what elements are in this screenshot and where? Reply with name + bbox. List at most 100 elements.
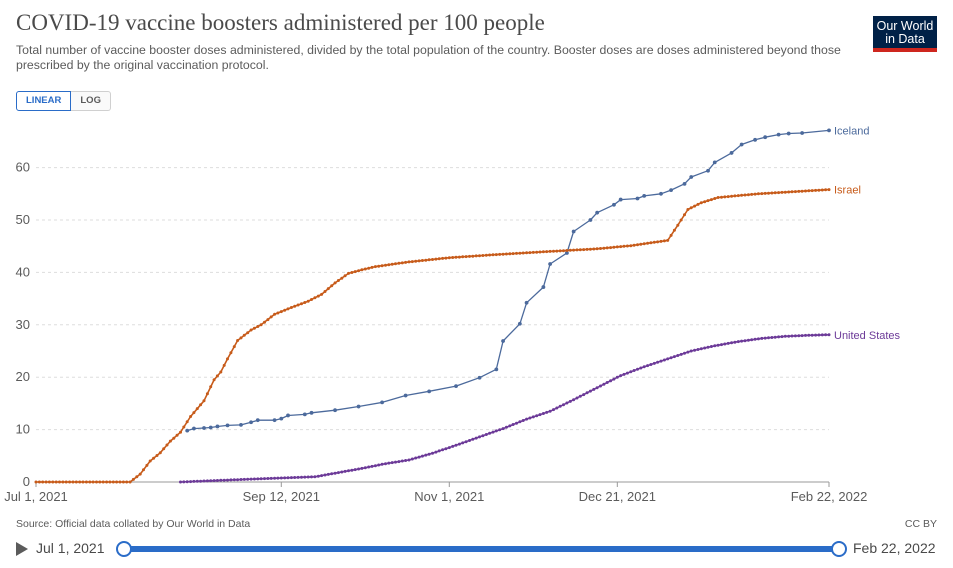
data-point	[709, 345, 713, 348]
data-point	[377, 463, 381, 467]
data-point	[296, 303, 300, 307]
data-point	[736, 340, 740, 344]
data-point	[605, 381, 609, 384]
data-point	[629, 244, 633, 248]
y-tick-label: 50	[16, 212, 30, 227]
data-point	[71, 480, 75, 484]
data-point	[753, 192, 757, 196]
data-point	[555, 249, 559, 253]
data-point	[773, 335, 777, 339]
data-point	[750, 192, 754, 196]
data-point	[629, 370, 633, 374]
data-point	[447, 446, 451, 450]
license-link[interactable]: CC BY	[904, 518, 937, 530]
data-point	[488, 253, 492, 257]
data-point	[498, 252, 502, 256]
data-point	[168, 439, 172, 443]
data-point	[642, 193, 647, 198]
data-point	[182, 480, 186, 484]
timeline-slider: Jul 1, 2021 Feb 22, 2022	[0, 538, 953, 560]
data-point	[669, 356, 673, 360]
data-point	[34, 480, 38, 484]
data-point	[427, 452, 431, 456]
data-point	[205, 479, 209, 483]
data-point	[756, 192, 760, 196]
data-point	[300, 475, 303, 479]
data-point	[306, 299, 310, 303]
data-point	[115, 480, 119, 484]
data-point	[750, 338, 754, 342]
log-scale-button[interactable]: LOG	[71, 91, 111, 111]
data-point	[783, 334, 787, 338]
data-point	[706, 345, 710, 349]
data-point	[384, 462, 387, 466]
data-point	[185, 428, 190, 433]
data-point	[309, 410, 314, 415]
data-point	[800, 334, 804, 338]
data-point	[548, 409, 552, 413]
play-icon[interactable]	[16, 542, 28, 556]
data-point	[367, 465, 371, 469]
data-point	[538, 250, 542, 254]
data-point	[501, 339, 505, 343]
data-point	[615, 375, 619, 379]
data-point	[179, 480, 182, 484]
data-point	[709, 198, 713, 202]
x-tick-label: Sep 12, 2021	[243, 489, 320, 504]
linear-scale-button[interactable]: LINEAR	[16, 91, 72, 111]
data-point	[729, 151, 734, 155]
data-point	[420, 259, 424, 262]
data-point	[814, 333, 818, 337]
data-point	[128, 480, 132, 484]
timeline-start-handle[interactable]	[116, 541, 132, 557]
data-point	[666, 238, 670, 242]
data-point	[320, 292, 324, 296]
data-point	[387, 461, 391, 465]
data-point	[199, 479, 203, 483]
owid-logo[interactable]: Our World in Data	[873, 16, 937, 52]
series-labels: Iceland Israel United States	[834, 125, 901, 341]
data-point	[239, 422, 243, 427]
source-note: Source: Official data collated by Our Wo…	[16, 518, 251, 530]
data-point	[111, 480, 115, 484]
data-point	[266, 477, 270, 480]
data-point	[249, 477, 253, 481]
data-point	[454, 384, 458, 389]
data-point	[427, 389, 432, 394]
data-point	[538, 413, 542, 417]
data-point	[192, 411, 196, 415]
data-point	[753, 337, 757, 341]
data-point	[672, 355, 676, 359]
y-tick-label: 10	[16, 422, 30, 437]
data-point	[585, 247, 589, 251]
data-point	[820, 333, 824, 337]
data-point	[548, 262, 553, 266]
data-point	[310, 298, 313, 301]
data-point	[504, 252, 508, 256]
data-point	[367, 266, 371, 270]
data-point	[461, 255, 465, 259]
data-point	[279, 476, 283, 480]
data-point	[571, 229, 576, 234]
timeline-end-handle[interactable]	[831, 541, 847, 557]
data-point	[286, 307, 290, 311]
data-point	[686, 350, 690, 354]
data-point	[37, 480, 41, 484]
data-point	[302, 412, 307, 417]
data-point	[407, 458, 411, 462]
data-point	[652, 240, 656, 244]
data-point	[528, 416, 532, 420]
data-point	[441, 448, 445, 452]
data-point	[565, 249, 569, 252]
data-point	[592, 387, 596, 391]
data-point	[783, 190, 787, 194]
data-point	[373, 265, 377, 269]
data-point	[179, 430, 182, 434]
data-point	[793, 334, 797, 338]
data-point	[340, 470, 344, 474]
series-lines	[34, 128, 831, 484]
timeline-track[interactable]	[122, 546, 838, 552]
data-point	[662, 239, 666, 243]
data-point	[252, 477, 256, 481]
data-point	[770, 336, 774, 339]
